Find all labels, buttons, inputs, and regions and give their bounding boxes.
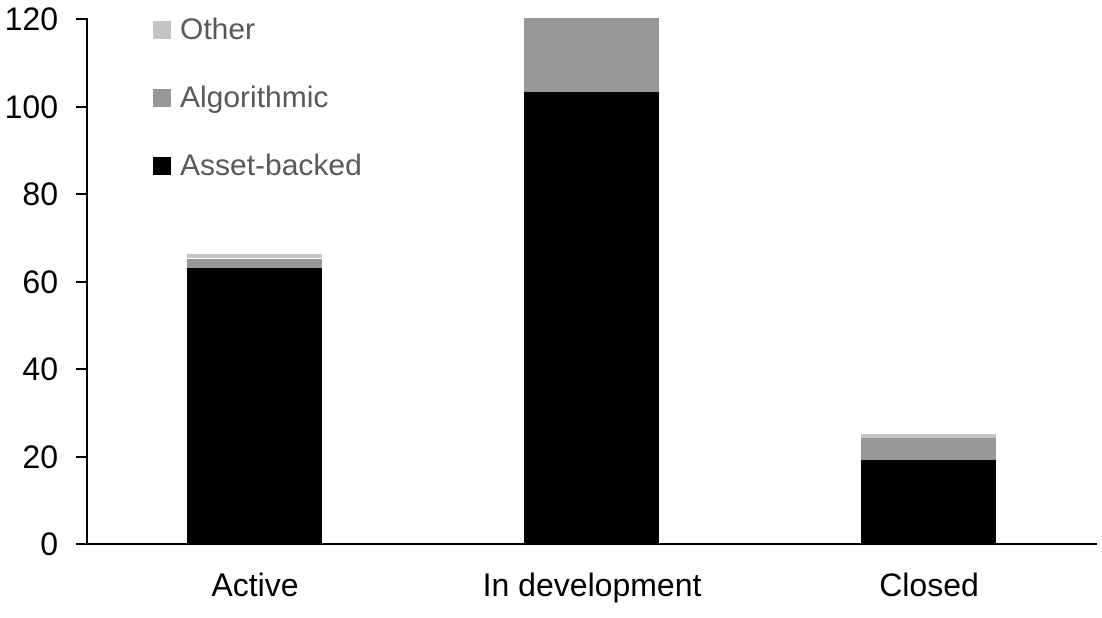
- y-axis-line: [86, 18, 88, 545]
- y-tick-label: 20: [22, 439, 58, 475]
- x-axis-category-label: Closed: [879, 567, 979, 603]
- legend-label: Algorithmic: [180, 81, 329, 114]
- bar-segment-asset-backed-closed: [861, 460, 996, 543]
- bar-segment-algorithmic-active: [187, 259, 322, 268]
- y-tick-mark: [76, 456, 86, 458]
- legend-swatch-icon: [153, 89, 171, 107]
- legend-swatch-icon: [153, 21, 171, 39]
- y-tick-label: 120: [4, 1, 58, 37]
- y-tick-mark: [76, 368, 86, 370]
- y-tick-mark: [76, 193, 86, 195]
- legend-item-asset-backed: Asset-backed: [153, 149, 362, 183]
- bar-segment-algorithmic-closed: [861, 438, 996, 460]
- legend-label: Other: [180, 13, 256, 46]
- y-tick-label: 0: [40, 526, 58, 562]
- legend-label: Asset-backed: [180, 149, 362, 182]
- y-tick-label: 40: [22, 351, 58, 387]
- y-tick-mark: [76, 106, 86, 108]
- x-axis-category-label: Active: [211, 567, 299, 603]
- y-tick-label: 100: [4, 89, 58, 125]
- legend-item-algorithmic: Algorithmic: [153, 81, 328, 115]
- y-tick-mark: [76, 543, 86, 545]
- bar-segment-asset-backed-in-development: [524, 92, 659, 543]
- y-tick-mark: [76, 281, 86, 283]
- legend-swatch-icon: [153, 157, 171, 175]
- bar-segment-asset-backed-active: [187, 267, 322, 543]
- x-axis-category-label: In development: [482, 567, 702, 603]
- bar-segment-other-active: [187, 254, 322, 258]
- bar-segment-other-closed: [861, 434, 996, 438]
- x-axis-line: [86, 543, 1097, 545]
- y-tick-label: 60: [22, 264, 58, 300]
- y-tick-label: 80: [22, 176, 58, 212]
- y-tick-mark: [76, 18, 86, 20]
- legend-item-other: Other: [153, 13, 255, 47]
- bar-segment-algorithmic-in-development: [524, 18, 659, 92]
